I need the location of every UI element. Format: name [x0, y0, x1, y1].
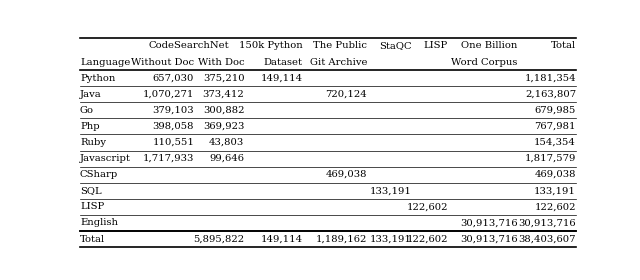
Text: 5,895,822: 5,895,822	[193, 235, 244, 244]
Text: LISP: LISP	[424, 41, 448, 50]
Text: 38,403,607: 38,403,607	[518, 235, 576, 244]
Text: With Doc: With Doc	[198, 58, 244, 67]
Text: Language: Language	[80, 58, 131, 67]
Text: 469,038: 469,038	[534, 170, 576, 179]
Text: 1,181,354: 1,181,354	[524, 74, 576, 83]
Text: Java: Java	[80, 90, 102, 99]
Text: 30,913,716: 30,913,716	[460, 218, 518, 227]
Text: 1,717,933: 1,717,933	[143, 154, 195, 163]
Text: 1,817,579: 1,817,579	[525, 154, 576, 163]
Text: The Public: The Public	[313, 41, 367, 50]
Text: Ruby: Ruby	[80, 138, 106, 147]
Text: 767,981: 767,981	[534, 122, 576, 131]
Text: 469,038: 469,038	[326, 170, 367, 179]
Text: Word Corpus: Word Corpus	[451, 58, 518, 67]
Text: Python: Python	[80, 74, 115, 83]
Text: 679,985: 679,985	[534, 106, 576, 115]
Text: 2,163,807: 2,163,807	[525, 90, 576, 99]
Text: Dataset: Dataset	[264, 58, 303, 67]
Text: StaQC: StaQC	[379, 41, 412, 50]
Text: 30,913,716: 30,913,716	[518, 218, 576, 227]
Text: 133,191: 133,191	[370, 186, 412, 195]
Text: 1,070,271: 1,070,271	[143, 90, 195, 99]
Text: 373,412: 373,412	[203, 90, 244, 99]
Text: 1,189,162: 1,189,162	[316, 235, 367, 244]
Text: LISP: LISP	[80, 202, 104, 211]
Text: 122,602: 122,602	[406, 202, 448, 211]
Text: 149,114: 149,114	[260, 74, 303, 83]
Text: 375,210: 375,210	[203, 74, 244, 83]
Text: 154,354: 154,354	[534, 138, 576, 147]
Text: 133,191: 133,191	[534, 186, 576, 195]
Text: 149,114: 149,114	[260, 235, 303, 244]
Text: 657,030: 657,030	[153, 74, 195, 83]
Text: 720,124: 720,124	[325, 90, 367, 99]
Text: 379,103: 379,103	[152, 106, 195, 115]
Text: SQL: SQL	[80, 186, 102, 195]
Text: CSharp: CSharp	[80, 170, 118, 179]
Text: 122,602: 122,602	[406, 235, 448, 244]
Text: One Billion: One Billion	[461, 41, 518, 50]
Text: English: English	[80, 218, 118, 227]
Text: Javascript: Javascript	[80, 154, 131, 163]
Text: Without Doc: Without Doc	[131, 58, 195, 67]
Text: 369,923: 369,923	[203, 122, 244, 131]
Text: Total: Total	[551, 41, 576, 50]
Text: Go: Go	[80, 106, 94, 115]
Text: CodeSearchNet: CodeSearchNet	[148, 41, 229, 50]
Text: 99,646: 99,646	[209, 154, 244, 163]
Text: 122,602: 122,602	[534, 202, 576, 211]
Text: 30,913,716: 30,913,716	[460, 235, 518, 244]
Text: 300,882: 300,882	[203, 106, 244, 115]
Text: 398,058: 398,058	[153, 122, 195, 131]
Text: Total: Total	[80, 235, 105, 244]
Text: 43,803: 43,803	[209, 138, 244, 147]
Text: 110,551: 110,551	[152, 138, 195, 147]
Text: 133,191: 133,191	[370, 235, 412, 244]
Text: 150k Python: 150k Python	[239, 41, 303, 50]
Text: Git Archive: Git Archive	[310, 58, 367, 67]
Text: Php: Php	[80, 122, 100, 131]
